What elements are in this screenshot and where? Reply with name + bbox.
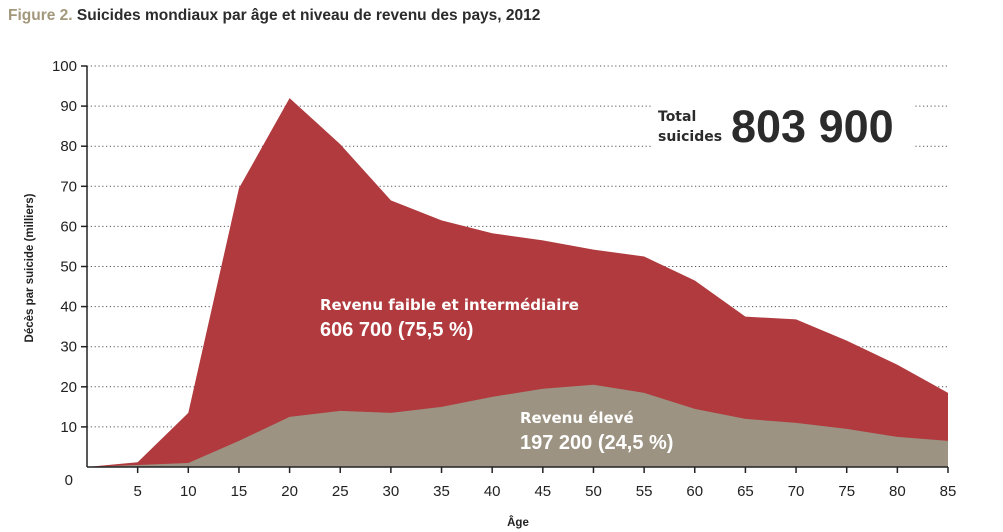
x-tick-label-85: 85 (940, 483, 957, 500)
low-middle-income-label: Revenu faible et intermédiaire (320, 296, 579, 314)
x-tick-label-70: 70 (788, 483, 805, 500)
y-tick-label-30: 30 (60, 339, 77, 356)
high-income-value: 197 200 (24,5 %) (520, 432, 673, 454)
x-tick-label-60: 60 (686, 483, 703, 500)
y-tick-label-70: 70 (60, 178, 77, 195)
y-tick-label-80: 80 (60, 138, 77, 155)
y-tick-label-40: 40 (60, 299, 77, 316)
area-low-middle-income (87, 98, 948, 467)
areas (87, 98, 948, 467)
x-tick-label-45: 45 (534, 483, 551, 500)
figure-label: Figure 2. (8, 7, 73, 24)
x-tick-label-35: 35 (433, 483, 450, 500)
x-tick-label-25: 25 (332, 483, 349, 500)
x-tick-label-20: 20 (281, 483, 298, 500)
y-tick-label-10: 10 (60, 419, 77, 436)
x-tick-label-65: 65 (737, 483, 754, 500)
x-tick-label-55: 55 (636, 483, 653, 500)
y-tick-label-0: 0 (65, 472, 73, 489)
y-axis-label: Décès par suicide (milliers) (24, 193, 36, 342)
low-middle-income-value: 606 700 (75,5 %) (320, 319, 473, 341)
y-tick-label-90: 90 (60, 98, 77, 115)
x-tick-label-75: 75 (838, 483, 855, 500)
x-tick-label-50: 50 (585, 483, 602, 500)
y-tick-label-20: 20 (60, 379, 77, 396)
x-tick-label-40: 40 (484, 483, 501, 500)
x-tick-label-30: 30 (383, 483, 400, 500)
y-tick-label-50: 50 (60, 259, 77, 276)
y-tick-label-60: 60 (60, 218, 77, 235)
area-high-income (87, 384, 948, 467)
high-income-label: Revenu élevé (520, 409, 634, 427)
total-label-line1: Total (658, 109, 696, 125)
total-label-line2: suicides (658, 129, 722, 145)
x-tick-label-15: 15 (231, 483, 248, 500)
x-tick-label-5: 5 (133, 483, 141, 500)
figure-title-text: Suicides mondiaux par âge et niveau de r… (76, 7, 541, 24)
total-value: 803 900 (731, 101, 894, 152)
total-box (652, 100, 914, 155)
x-tick-label-80: 80 (889, 483, 906, 500)
axes (81, 65, 949, 473)
x-tick-label-10: 10 (180, 483, 197, 500)
tick-labels: 0 10 20 30 40 50 60 70 80 90 100 5 10 15 20 25 30 35 40 45 5… (52, 58, 956, 500)
x-axis-label: Âge (507, 516, 529, 529)
y-tick-label-100: 100 (52, 58, 77, 75)
chart-title: Figure 2. Suicides mondiaux par âge et n… (8, 7, 540, 25)
